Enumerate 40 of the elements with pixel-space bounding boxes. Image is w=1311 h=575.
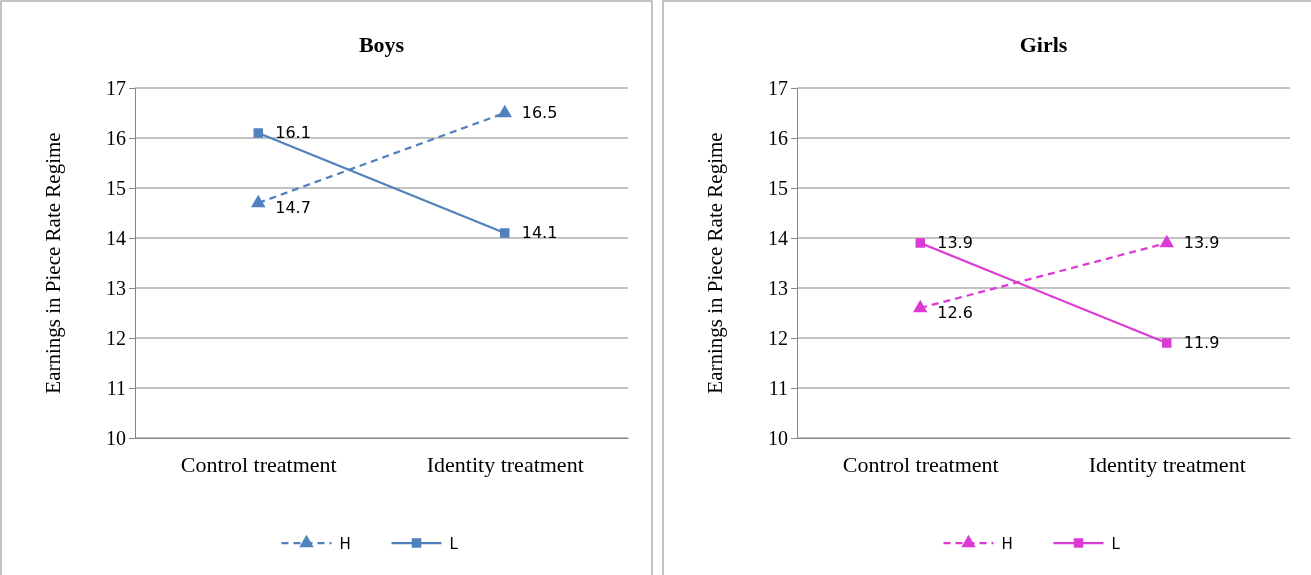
y-tick-label: 13 [768, 276, 788, 299]
data-label: 11.9 [1183, 333, 1220, 352]
legend-label: L [1111, 535, 1121, 553]
data-label: 14.1 [521, 223, 558, 242]
data-label: 16.1 [275, 123, 311, 142]
point [915, 238, 925, 248]
data-label: 13.9 [937, 233, 973, 252]
x-tick-label: Identity treatment [1088, 451, 1246, 477]
y-tick-label: 17 [106, 76, 126, 99]
y-tick-label: 15 [106, 176, 126, 199]
y-axis-title: Earnings in Piece Rate Regime [41, 132, 65, 394]
point [1162, 338, 1172, 348]
y-tick-label: 11 [106, 376, 126, 399]
data-label: 16.5 [521, 103, 558, 122]
y-tick-label: 12 [106, 326, 126, 349]
legend-label: H [1001, 535, 1013, 553]
y-tick-label: 16 [768, 126, 788, 149]
y-tick-label: 10 [768, 426, 788, 449]
legend-label: H [339, 535, 351, 553]
y-tick-label: 10 [106, 426, 126, 449]
y-tick-label: 13 [106, 276, 126, 299]
y-tick-label: 14 [768, 226, 788, 249]
chart-title: Boys [358, 32, 405, 57]
y-tick-label: 17 [768, 76, 788, 99]
point [500, 228, 510, 238]
chart-title: Girls [1019, 32, 1068, 57]
data-label: 13.9 [1183, 233, 1220, 252]
y-axis-title: Earnings in Piece Rate Regime [703, 132, 727, 394]
y-tick-label: 14 [106, 226, 126, 249]
y-tick-label: 11 [768, 376, 788, 399]
y-tick-label: 15 [768, 176, 788, 199]
data-label: 14.7 [275, 198, 311, 217]
x-tick-label: Identity treatment [426, 451, 584, 477]
x-tick-label: Control treatment [842, 451, 999, 477]
y-tick-label: 12 [768, 326, 788, 349]
data-label: 12.6 [937, 303, 973, 322]
x-tick-label: Control treatment [180, 451, 337, 477]
legend-label: L [449, 535, 459, 553]
point [253, 128, 263, 138]
y-tick-label: 16 [106, 126, 126, 149]
